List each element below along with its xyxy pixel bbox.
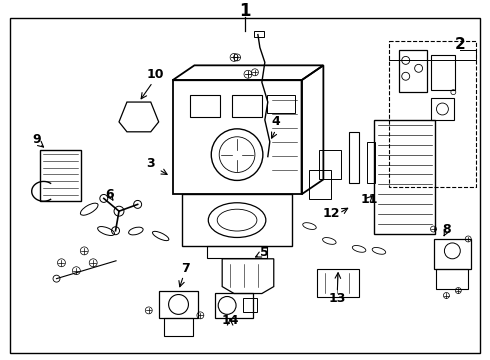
Text: 13: 13 <box>329 292 346 305</box>
Bar <box>159 291 198 318</box>
Bar <box>367 142 375 183</box>
Text: 9: 9 <box>32 133 41 146</box>
Text: 2: 2 <box>455 37 466 52</box>
Bar <box>232 95 262 117</box>
Text: 10: 10 <box>147 68 165 81</box>
Bar <box>267 95 294 113</box>
Text: 12: 12 <box>322 207 340 220</box>
Bar <box>254 31 264 37</box>
Text: 8: 8 <box>442 222 451 235</box>
Text: 6: 6 <box>105 188 113 201</box>
Text: 3: 3 <box>147 157 155 170</box>
Text: 11: 11 <box>360 193 378 206</box>
Bar <box>437 269 468 289</box>
Bar <box>164 318 194 336</box>
Text: 7: 7 <box>181 262 190 275</box>
Text: 1: 1 <box>239 2 251 20</box>
Bar <box>399 50 427 92</box>
Bar <box>207 246 267 258</box>
Bar <box>310 170 331 199</box>
Bar <box>431 98 454 120</box>
Text: 5: 5 <box>261 246 269 259</box>
Bar <box>40 150 81 201</box>
Bar <box>374 120 436 234</box>
Bar <box>434 239 471 269</box>
Text: 4: 4 <box>271 116 280 129</box>
Text: 14: 14 <box>221 314 239 327</box>
Bar <box>349 132 359 183</box>
Bar <box>215 293 253 318</box>
Bar <box>431 55 455 90</box>
Bar <box>191 95 220 117</box>
Bar <box>389 41 476 187</box>
Bar <box>243 298 257 312</box>
Bar <box>318 269 359 297</box>
Bar <box>182 194 292 246</box>
Bar <box>319 150 341 179</box>
